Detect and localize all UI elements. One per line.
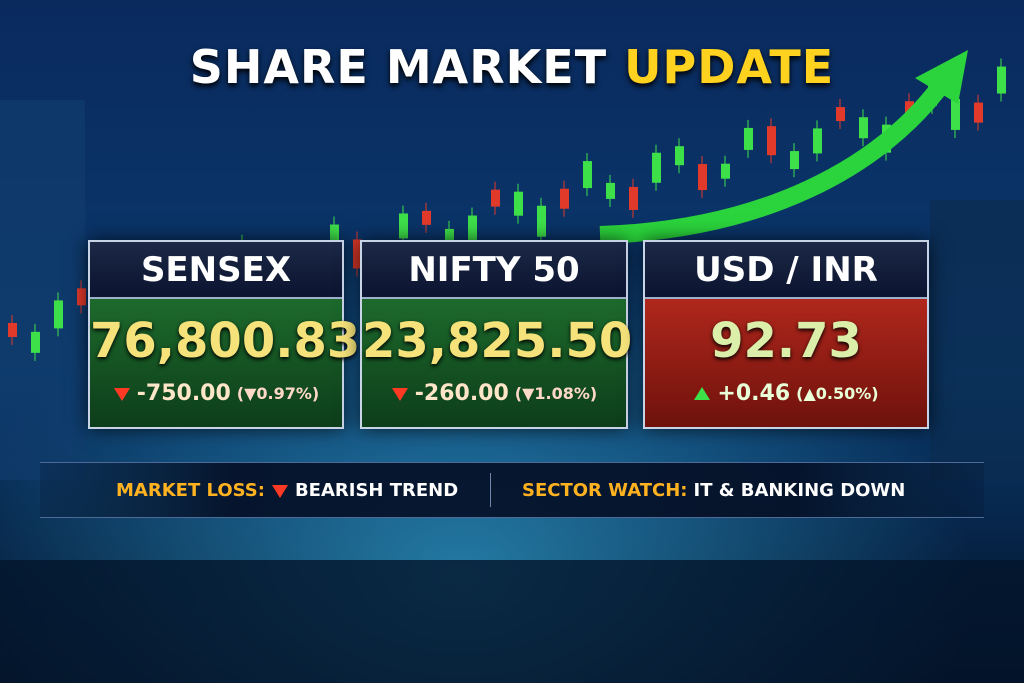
candle xyxy=(353,239,362,269)
candle xyxy=(767,126,776,156)
candle xyxy=(468,215,477,244)
candle xyxy=(836,107,845,122)
title-main: SHARE MARKET xyxy=(189,40,608,94)
candle xyxy=(606,182,615,199)
divider xyxy=(490,473,491,507)
title: SHARE MARKET UPDATE xyxy=(0,40,1024,94)
ticker-label: SECTOR WATCH: xyxy=(522,480,688,501)
candle xyxy=(974,102,983,123)
candle xyxy=(537,205,546,237)
index-card: USD / INR 92.73 +0.46 (▲0.50%) xyxy=(643,240,929,429)
candle xyxy=(997,66,1006,94)
candle xyxy=(698,164,707,191)
change-percent: (▲0.50%) xyxy=(796,384,879,403)
candle xyxy=(422,210,431,225)
down-icon xyxy=(113,387,130,401)
candle xyxy=(514,191,523,216)
candle xyxy=(491,189,500,207)
trend-arrow-head xyxy=(915,50,968,104)
candle xyxy=(330,224,339,247)
ticker: MARKET LOSS: BEARISH TREND SECTOR WATCH:… xyxy=(40,462,984,518)
candle xyxy=(583,161,592,189)
ticker-item: SECTOR WATCH: IT & BANKING DOWN xyxy=(522,480,905,501)
candle xyxy=(560,188,569,209)
candle xyxy=(445,228,454,250)
card-value: 76,800.83 xyxy=(90,313,361,369)
ticker-item: MARKET LOSS: BEARISH TREND xyxy=(116,480,458,501)
card-name: SENSEX xyxy=(90,242,342,299)
card-change: +0.46 (▲0.50%) xyxy=(645,381,927,406)
card-name: USD / INR xyxy=(645,242,927,299)
card-body: 23,825.50 -260.00 (▼1.08%) xyxy=(362,299,633,427)
down-icon xyxy=(271,484,288,498)
candle xyxy=(77,288,86,306)
candle xyxy=(675,146,684,166)
card-change: -750.00 (▼0.97%) xyxy=(90,381,342,406)
candle xyxy=(790,151,799,170)
candle xyxy=(31,331,40,353)
candle xyxy=(813,128,822,154)
card-change: -260.00 (▼1.08%) xyxy=(362,381,626,406)
ticker-text: BEARISH TREND xyxy=(294,480,459,501)
candle xyxy=(652,152,661,183)
ticker-label: MARKET LOSS: xyxy=(116,480,265,501)
card-value: 23,825.50 xyxy=(362,313,633,369)
trend-arrow xyxy=(599,74,953,244)
candle xyxy=(399,213,408,239)
candle xyxy=(744,127,753,150)
candle xyxy=(721,163,730,179)
change-value: -260.00 xyxy=(414,381,509,406)
candle xyxy=(629,186,638,210)
down-icon xyxy=(391,387,408,401)
change-percent: (▼1.08%) xyxy=(514,384,598,403)
candle xyxy=(951,98,960,130)
candle xyxy=(54,300,63,329)
up-icon xyxy=(694,386,711,400)
card-body: 76,800.83 -750.00 (▼0.97%) xyxy=(90,299,361,427)
card-name: NIFTY 50 xyxy=(362,242,626,299)
change-percent: (▼0.97%) xyxy=(236,384,320,403)
building xyxy=(930,200,1024,480)
ticker-text: IT & BANKING DOWN xyxy=(693,480,906,501)
change-value: -750.00 xyxy=(136,381,231,406)
card-body: 92.73 +0.46 (▲0.50%) xyxy=(645,299,927,427)
change-value: +0.46 xyxy=(717,381,791,406)
water xyxy=(0,560,1024,683)
index-card: NIFTY 50 23,825.50 -260.00 (▼1.08%) xyxy=(360,240,633,429)
candle xyxy=(859,117,868,139)
building xyxy=(0,100,85,480)
index-card: SENSEX 76,800.83 -750.00 (▼0.97%) xyxy=(88,240,361,429)
title-highlight: UPDATE xyxy=(624,40,835,94)
candle xyxy=(8,323,17,337)
card-value: 92.73 xyxy=(710,313,862,369)
